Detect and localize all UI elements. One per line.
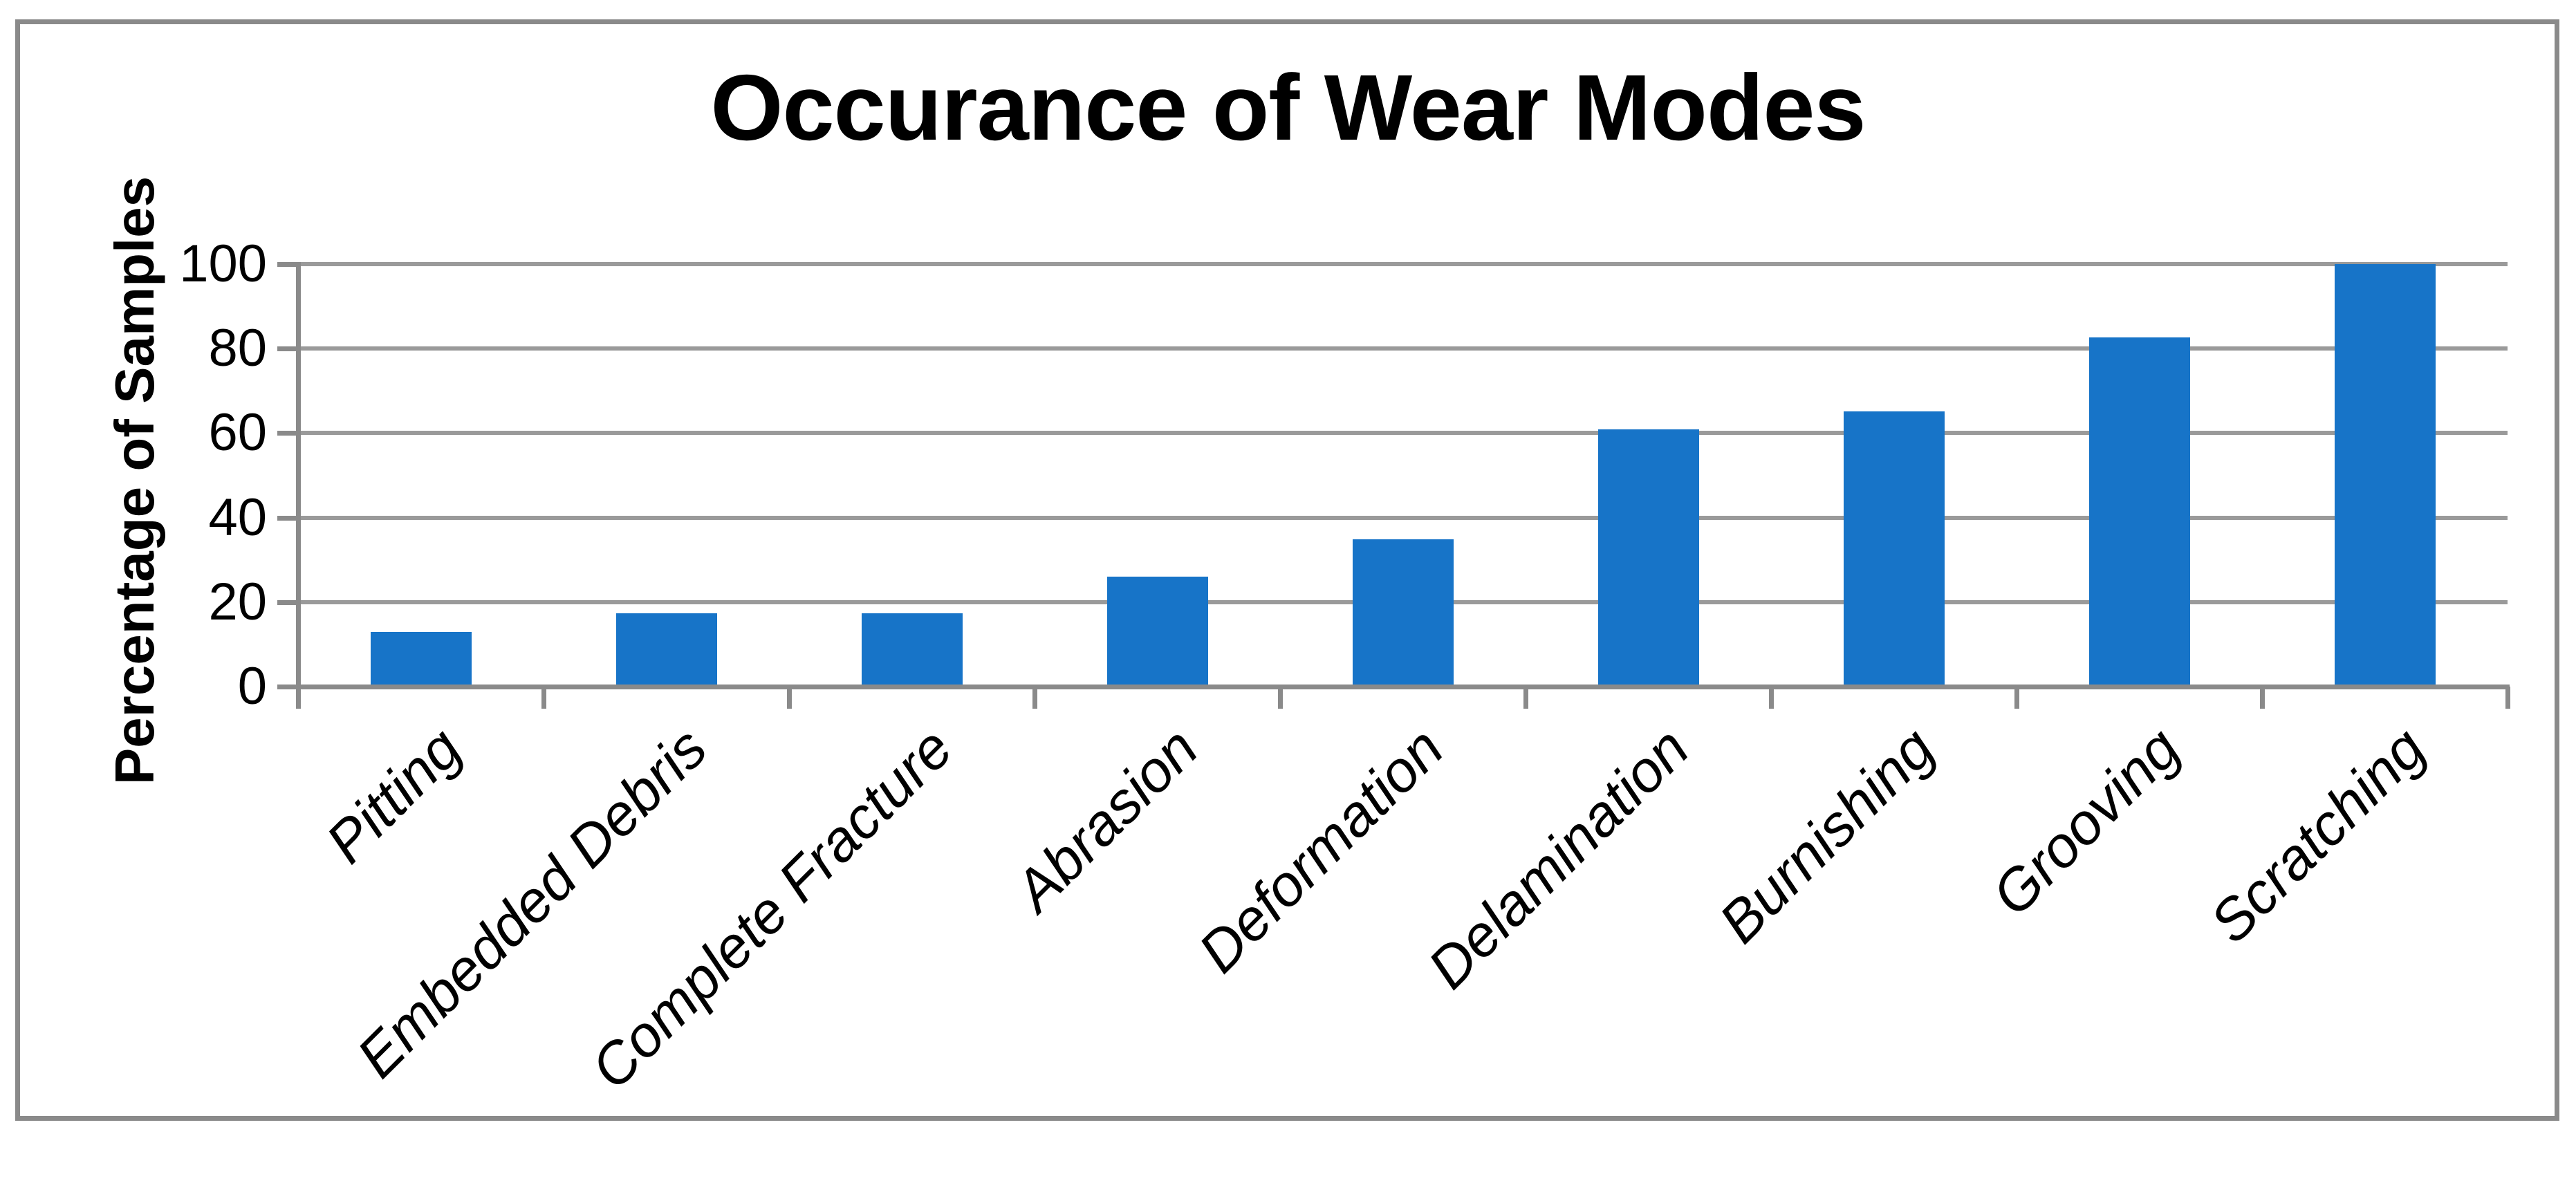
x-axis-tick [1032,687,1037,709]
bar [1107,577,1208,687]
x-axis-tick [1523,687,1528,709]
x-axis-tick [1278,687,1283,709]
bar [2335,264,2436,687]
y-axis-tick [277,346,298,352]
y-tick-label: 20 [208,572,267,631]
y-axis-tick [277,599,298,605]
y-axis-line [296,262,301,709]
gridline [298,346,2508,351]
bar [2089,337,2190,687]
gridline [298,262,2508,266]
x-axis-tick [2260,687,2265,709]
x-axis-tick [2014,687,2019,709]
y-tick-label: 80 [208,319,267,378]
x-axis-tick [1769,687,1774,709]
bar [1844,411,1945,687]
x-axis-tick [541,687,546,709]
y-axis-tick [277,262,298,267]
y-axis-tick [277,685,298,689]
x-axis-tick [296,687,301,709]
y-axis-tick [277,431,298,436]
y-tick-label: 60 [208,403,267,463]
bar [616,613,717,687]
bar [1598,429,1699,687]
x-axis-line [296,685,2510,689]
bar [1353,539,1454,687]
y-axis-tick [277,515,298,521]
x-axis-tick [787,687,792,709]
y-tick-label: 100 [179,234,267,293]
chart-title: Occurance of Wear Modes [710,55,1866,160]
gridline [298,515,2508,520]
bar [862,613,963,687]
bar [371,632,472,687]
gridline [298,431,2508,436]
y-tick-label: 0 [237,657,267,716]
x-axis-tick [2505,687,2510,709]
y-tick-label: 40 [208,487,267,547]
